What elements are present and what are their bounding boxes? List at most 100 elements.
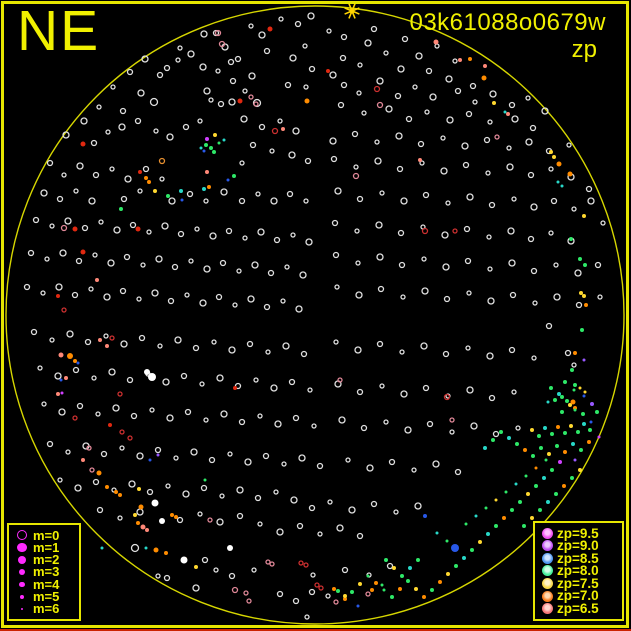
- star: [563, 450, 567, 454]
- star: [292, 597, 300, 605]
- star: [527, 171, 535, 179]
- star: [486, 532, 490, 536]
- star: [581, 412, 585, 416]
- star: [234, 382, 242, 390]
- star: [252, 98, 262, 108]
- star: [454, 87, 462, 95]
- star: [282, 342, 290, 350]
- star: [466, 386, 474, 394]
- star: [194, 565, 198, 569]
- star: [340, 81, 348, 89]
- star: [278, 16, 284, 22]
- star: [137, 188, 143, 194]
- star: [327, 499, 333, 505]
- star: [129, 221, 137, 229]
- star: [422, 595, 426, 599]
- horizon-circle: [5, 5, 625, 625]
- zeropoint-label: zp=8.5: [557, 550, 599, 566]
- star: [488, 201, 496, 209]
- legend-row: zp=9.5: [537, 527, 620, 540]
- star: [86, 445, 92, 451]
- star: [62, 131, 70, 139]
- star: [124, 175, 132, 183]
- star: [374, 581, 378, 585]
- star: [483, 136, 491, 144]
- star: [317, 531, 323, 537]
- star: [57, 477, 63, 483]
- star: [242, 235, 248, 241]
- star: [56, 294, 60, 298]
- star: [483, 446, 487, 450]
- star: [508, 101, 516, 109]
- star: [128, 480, 136, 488]
- star: [356, 195, 364, 203]
- star: [219, 493, 225, 499]
- star: [430, 588, 434, 592]
- star: [67, 353, 73, 359]
- star: [499, 430, 503, 434]
- star: [81, 224, 89, 232]
- star: [422, 384, 430, 392]
- star: [216, 374, 224, 382]
- star: [265, 559, 271, 565]
- star: [140, 524, 146, 530]
- star: [269, 148, 275, 154]
- star: [212, 150, 216, 154]
- star: [280, 298, 286, 304]
- magnitude-marker: [16, 529, 28, 541]
- star: [209, 146, 213, 150]
- star: [274, 420, 282, 428]
- star: [386, 562, 394, 570]
- star: [257, 521, 263, 527]
- star: [217, 141, 221, 145]
- star: [388, 458, 396, 466]
- star: [481, 75, 487, 81]
- star: [508, 346, 516, 354]
- star: [213, 133, 217, 137]
- star: [270, 384, 278, 392]
- star: [550, 432, 554, 436]
- star: [180, 556, 188, 564]
- legend-row: zp=7.5: [537, 577, 620, 590]
- star: [360, 424, 368, 432]
- star: [310, 572, 316, 578]
- star: [133, 513, 137, 517]
- star: [288, 378, 296, 386]
- star: [307, 387, 313, 393]
- frame-id-label: 03k61088o0679w: [409, 9, 606, 36]
- star: [522, 524, 526, 528]
- star: [98, 219, 104, 225]
- star: [153, 189, 157, 193]
- star: [449, 417, 455, 423]
- star: [203, 87, 211, 95]
- star: [174, 515, 178, 519]
- star: [80, 141, 86, 147]
- star: [449, 429, 455, 435]
- star: [248, 94, 254, 100]
- star: [81, 458, 85, 462]
- star: [236, 512, 244, 520]
- star: [44, 256, 50, 262]
- zeropoint-marker: [541, 540, 553, 552]
- star: [199, 146, 203, 150]
- star: [366, 464, 374, 472]
- star: [570, 399, 576, 405]
- star: [148, 458, 152, 462]
- star: [146, 229, 152, 235]
- star: [415, 52, 423, 60]
- star: [130, 412, 138, 420]
- star: [231, 586, 239, 594]
- star: [98, 338, 102, 342]
- star: [56, 392, 60, 396]
- star: [236, 268, 242, 274]
- star: [194, 226, 200, 232]
- star: [228, 572, 236, 580]
- star: [156, 453, 160, 457]
- star: [336, 524, 344, 532]
- star: [265, 349, 271, 355]
- star: [218, 40, 226, 48]
- legend-row: zp=6.5: [537, 602, 620, 615]
- star: [58, 408, 66, 416]
- star: [88, 286, 94, 292]
- star: [562, 484, 566, 488]
